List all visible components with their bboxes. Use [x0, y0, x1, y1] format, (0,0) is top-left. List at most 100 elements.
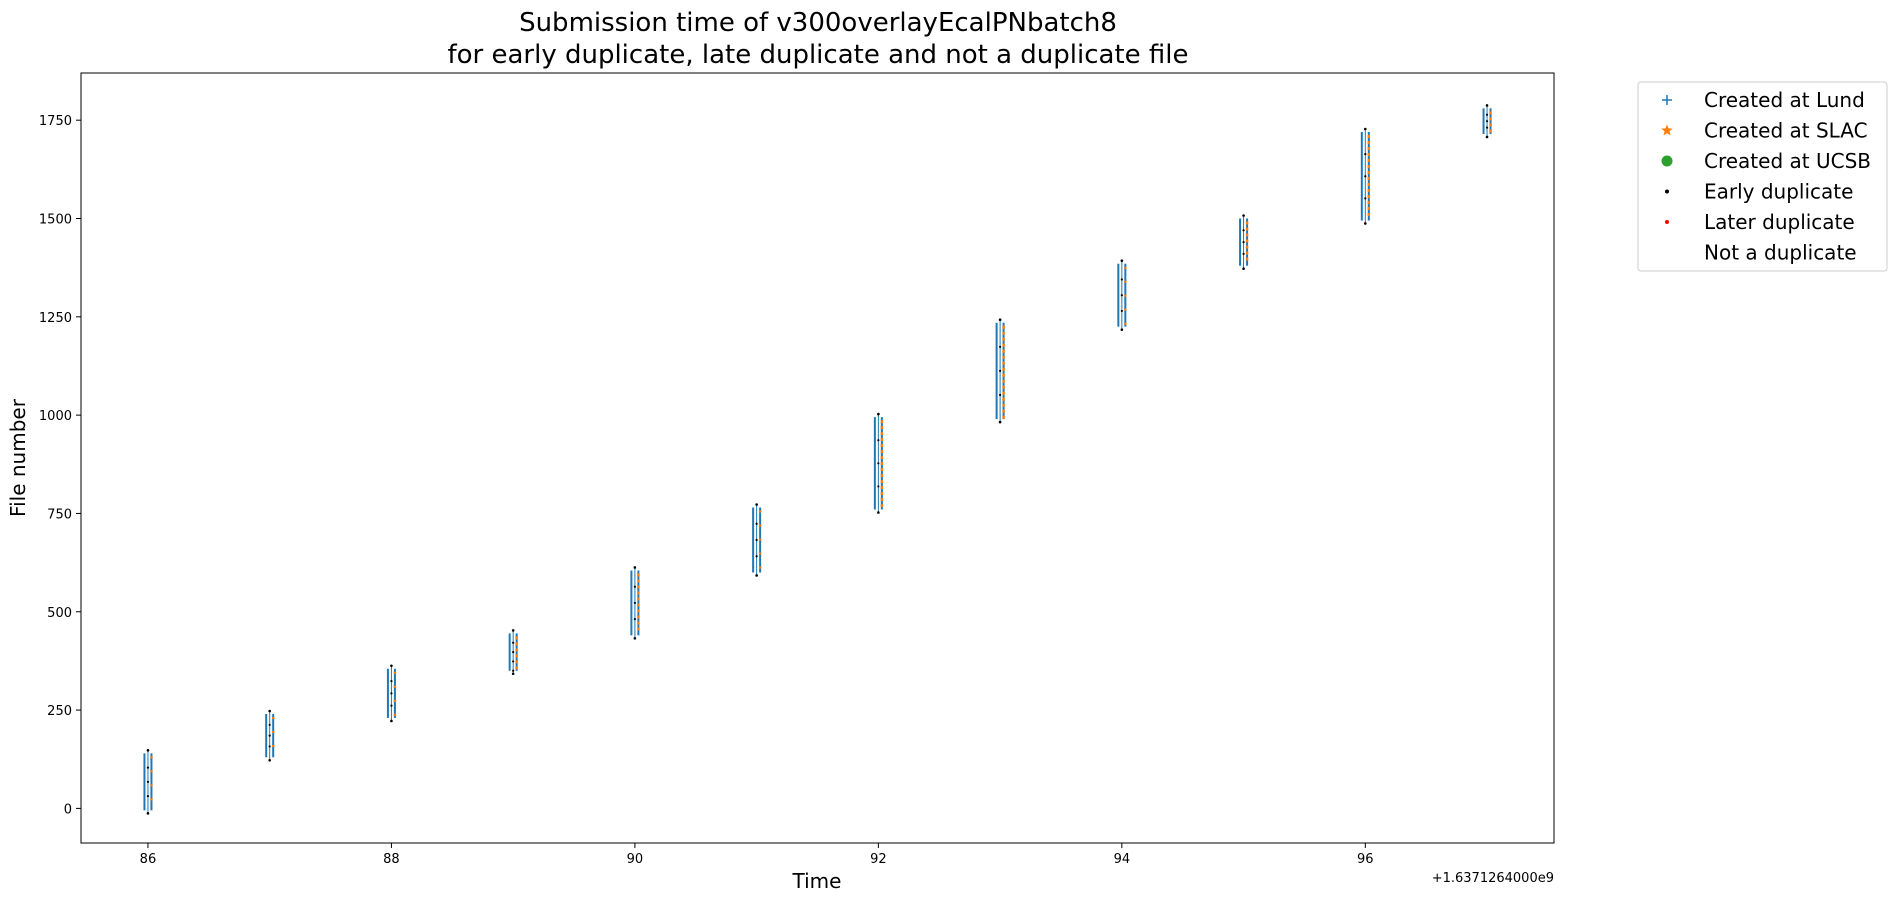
- time-group-94: [1117, 259, 1127, 331]
- early-duplicate-dot: [633, 585, 636, 588]
- early-duplicate-dot: [146, 749, 150, 752]
- early-duplicate-dot: [512, 650, 515, 654]
- early-duplicate-dot: [998, 420, 1002, 424]
- early-duplicate-dot: [268, 745, 271, 748]
- early-duplicate-dot: [633, 637, 637, 640]
- early-duplicate-dot: [1485, 113, 1489, 116]
- legend-plus-marker: [1662, 95, 1672, 105]
- early-duplicate-dot: [1364, 127, 1367, 131]
- time-group-92: [873, 412, 884, 514]
- early-duplicate-dot: [1364, 175, 1367, 178]
- y-tick-label: 500: [47, 606, 72, 621]
- x-offset-label: +1.6371264000e9: [1432, 871, 1554, 886]
- early-duplicate-dot: [1120, 278, 1123, 281]
- early-duplicate-dot: [146, 812, 150, 815]
- y-tick-label: 1750: [39, 114, 72, 129]
- chart-title-line2: for early duplicate, late duplicate and …: [447, 40, 1188, 70]
- legend: Created at Lund Created at SLAC Created at…: [1637, 81, 1888, 272]
- legend-star-marker: [1661, 124, 1673, 136]
- legend-circle-marker: [1661, 155, 1673, 167]
- y-tick-label: 1250: [39, 311, 72, 326]
- early-duplicate-dot: [755, 503, 758, 506]
- early-duplicate-dot: [755, 555, 758, 558]
- x-tick-label: 88: [383, 852, 400, 867]
- legend-item: Not a duplicate: [1704, 241, 1857, 265]
- legend-item: Early duplicate: [1665, 180, 1853, 204]
- early-duplicate-dot: [1242, 241, 1245, 244]
- early-duplicate-dot: [633, 618, 636, 621]
- time-group-97: [1482, 104, 1492, 139]
- early-duplicate-dot: [268, 758, 271, 762]
- y-tick-label: 1500: [39, 213, 72, 228]
- early-duplicate-dot: [268, 734, 271, 737]
- early-duplicate-dot: [1120, 309, 1123, 313]
- early-duplicate-dot: [1242, 214, 1245, 217]
- early-duplicate-dot: [512, 641, 515, 644]
- chart-title-line1: Submission time of v300overlayEcalPNbatc…: [519, 8, 1117, 38]
- time-group-91: [752, 503, 762, 577]
- early-duplicate-dot: [1120, 259, 1124, 263]
- legend-frame: [1637, 81, 1888, 272]
- early-duplicate-dot: [146, 795, 150, 798]
- early-duplicate-dot: [877, 439, 880, 442]
- legend-label: Created at UCSB: [1704, 149, 1871, 173]
- legend-label: Not a duplicate: [1704, 241, 1857, 265]
- time-group-96: [1360, 127, 1371, 225]
- legend-label: Early duplicate: [1704, 180, 1853, 204]
- early-duplicate-dot: [755, 574, 758, 577]
- legend-label: Later duplicate: [1704, 210, 1855, 234]
- x-tick-label: 90: [627, 852, 644, 867]
- early-duplicate-dot: [1364, 197, 1367, 200]
- time-group-95: [1239, 214, 1249, 270]
- early-duplicate-dot: [999, 369, 1002, 372]
- early-duplicate-dot: [390, 664, 393, 668]
- early-duplicate-dot: [755, 538, 758, 542]
- early-duplicate-dot: [877, 511, 880, 514]
- legend-dot-marker: [1665, 189, 1669, 194]
- early-duplicate-dot: [877, 485, 880, 488]
- y-tick-label: 1000: [39, 409, 72, 424]
- early-duplicate-dot: [1242, 267, 1245, 270]
- legend-item: Created at UCSB: [1661, 149, 1871, 173]
- legend-label: Created at SLAC: [1704, 119, 1868, 143]
- early-duplicate-dot: [511, 672, 515, 676]
- legend-label: Created at Lund: [1704, 88, 1865, 112]
- time-group-89: [508, 629, 518, 676]
- early-duplicate-dot: [511, 629, 515, 632]
- early-duplicate-dot: [999, 345, 1002, 348]
- legend-item: Created at Lund: [1662, 88, 1865, 112]
- early-duplicate-dot: [1242, 252, 1245, 255]
- x-tick-label: 86: [140, 852, 157, 867]
- early-duplicate-dot: [633, 566, 637, 569]
- early-duplicate-dot: [1485, 135, 1489, 139]
- early-duplicate-dot: [268, 723, 271, 726]
- early-duplicate-dot: [146, 766, 150, 769]
- early-duplicate-dot: [390, 692, 393, 695]
- legend-dot-marker: [1665, 220, 1669, 224]
- x-axis-label: Time: [792, 869, 842, 893]
- time-group-88: [386, 664, 397, 723]
- early-duplicate-dot: [512, 660, 515, 663]
- data-marks: [143, 104, 1492, 815]
- early-duplicate-dot: [877, 462, 880, 465]
- y-tick-label: 0: [64, 802, 72, 817]
- early-duplicate-dot: [998, 318, 1002, 322]
- y-axis-label: File number: [6, 398, 30, 517]
- early-duplicate-dot: [146, 780, 150, 783]
- time-group-86: [143, 749, 153, 815]
- early-duplicate-dot: [1242, 229, 1245, 232]
- legend-item: Created at SLAC: [1661, 119, 1868, 143]
- early-duplicate-dot: [390, 704, 393, 707]
- time-group-87: [265, 709, 275, 762]
- early-duplicate-dot: [633, 601, 636, 605]
- early-duplicate-dot: [390, 719, 393, 723]
- y-tick-label: 250: [47, 704, 72, 719]
- early-duplicate-dot: [877, 412, 880, 416]
- x-tick-label: 96: [1357, 852, 1374, 867]
- time-group-93: [995, 318, 1005, 424]
- legend-item: Later duplicate: [1665, 210, 1855, 234]
- early-duplicate-dot: [1120, 294, 1123, 297]
- early-duplicate-dot: [1485, 104, 1489, 107]
- early-duplicate-dot: [999, 393, 1002, 397]
- early-duplicate-dot: [390, 679, 393, 683]
